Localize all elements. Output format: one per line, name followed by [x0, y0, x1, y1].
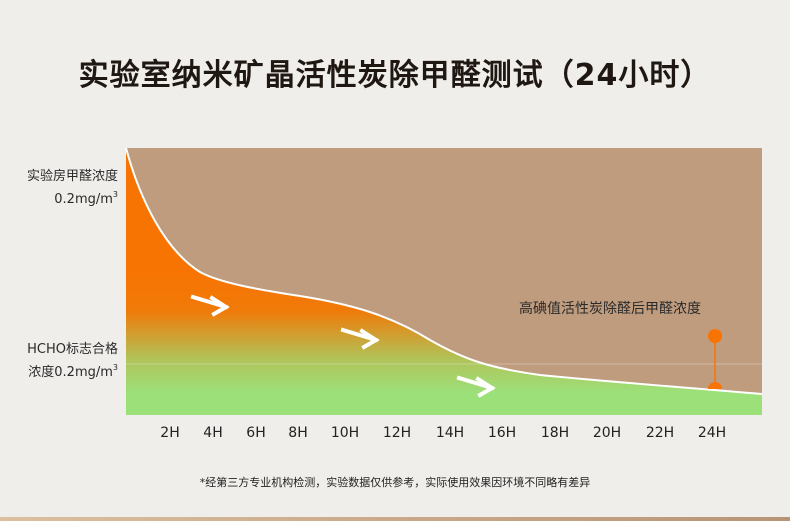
x-tick: 18H [540, 425, 570, 441]
arrow-icon [340, 327, 380, 350]
x-tick: 2H [160, 425, 180, 441]
x-tick: 20H [592, 425, 622, 441]
page-title: 实验室纳米矿晶活性炭除甲醛测试（24小时） [78, 58, 712, 93]
arrow-icon [190, 294, 230, 317]
footnote: *经第三方专业机构检测，实验数据仅供参考，实际使用效果因环境不同略有差异 [199, 476, 591, 489]
y-label-mid-line1: HCHO标志合格 [27, 342, 118, 357]
x-tick: 14H [435, 425, 465, 441]
y-label-mid: HCHO标志合格 浓度0.2mg/m3 [27, 341, 118, 382]
bottom-decor-strip [0, 517, 790, 521]
chart-area-fill [126, 148, 762, 415]
x-tick: 12H [382, 425, 412, 441]
x-tick: 24H [697, 425, 727, 441]
y-label-top-line1: 实验房甲醛浓度 [26, 169, 118, 184]
x-tick: 10H [330, 425, 360, 441]
arrow-icon [456, 375, 496, 398]
chart-annotation: 高碘值活性炭除醛后甲醛浓度 [519, 301, 701, 317]
concentration-curve [125, 147, 763, 395]
y-label-mid-line2: 浓度0.2mg/m3 [28, 363, 118, 380]
x-tick: 8H [288, 425, 308, 441]
marker-dot-top [708, 329, 722, 343]
y-label-top-line2: 0.2mg/m3 [54, 190, 118, 207]
x-tick: 6H [246, 425, 266, 441]
x-tick: 4H [203, 425, 223, 441]
x-tick: 16H [487, 425, 517, 441]
marker-dot-bottom [708, 382, 722, 389]
y-label-top: 实验房甲醛浓度 0.2mg/m3 [27, 168, 118, 209]
x-tick: 22H [645, 425, 675, 441]
